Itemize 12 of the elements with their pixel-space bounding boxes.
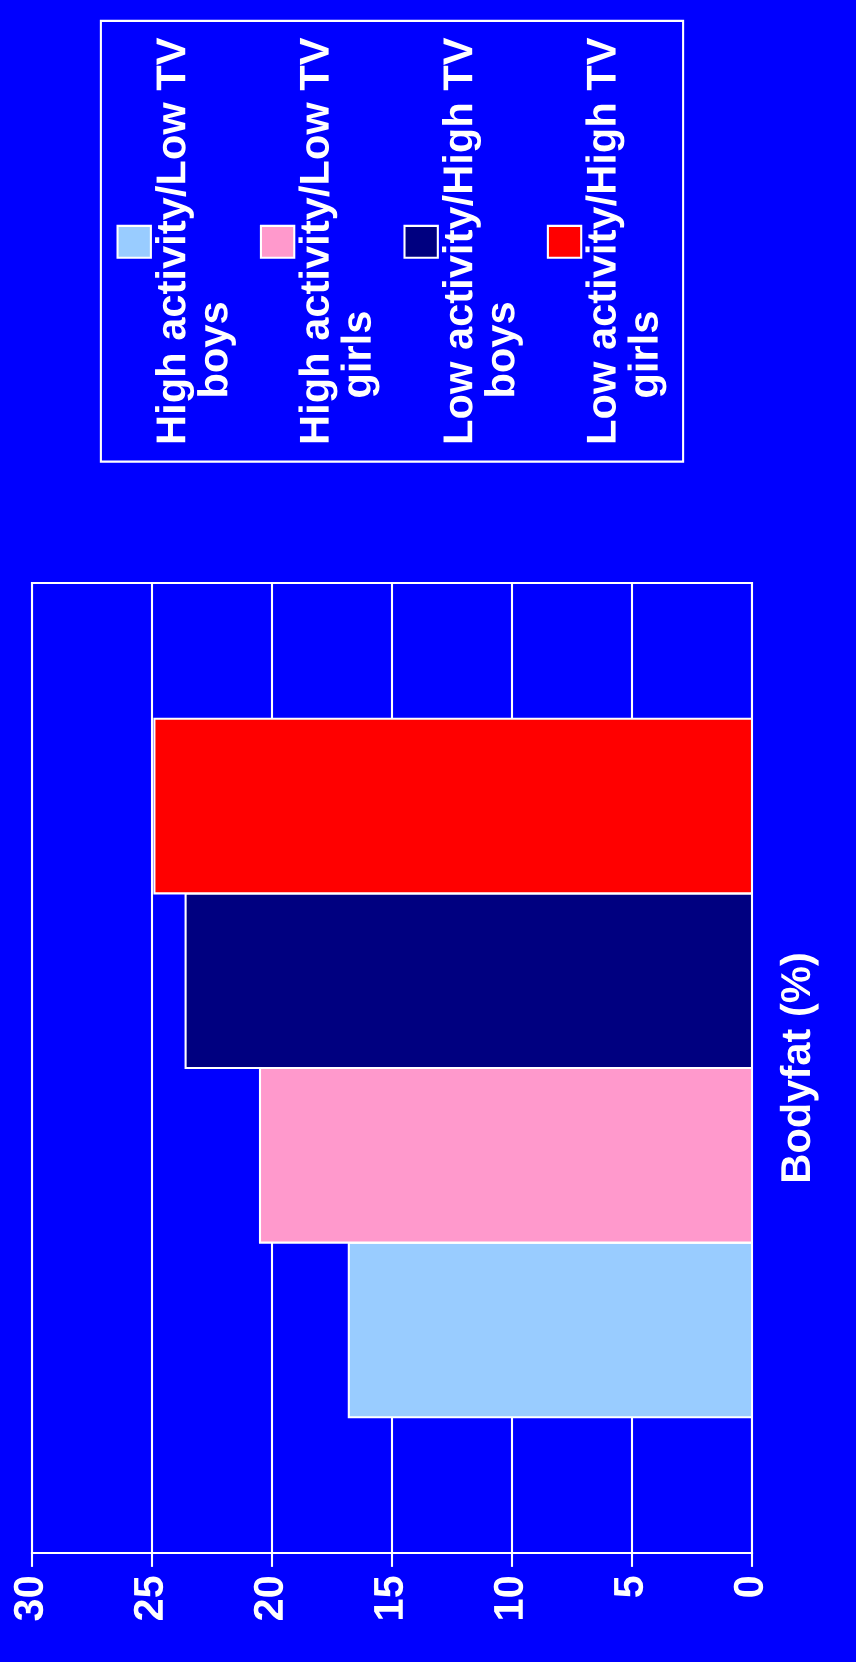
legend-label: Low activity/High TV girls: [585, 37, 667, 443]
x-tick-label: 10: [493, 1576, 524, 1619]
legend-label: High activity/Low TV boys: [155, 37, 236, 443]
x-tick-label: 20: [253, 1576, 284, 1621]
legend-label: Low activity/High TV boys: [442, 37, 523, 443]
x-tick-label: 30: [13, 1576, 44, 1621]
x-tick-label: 5: [614, 1576, 644, 1598]
x-tick-label: 0: [733, 1576, 764, 1597]
x-tick-label: 15: [374, 1576, 404, 1619]
legend-label: High activity/Low TV girls: [298, 37, 380, 443]
x-tick-label: 25: [133, 1576, 164, 1621]
y-axis-title: Bodyfat (%): [779, 954, 819, 1181]
